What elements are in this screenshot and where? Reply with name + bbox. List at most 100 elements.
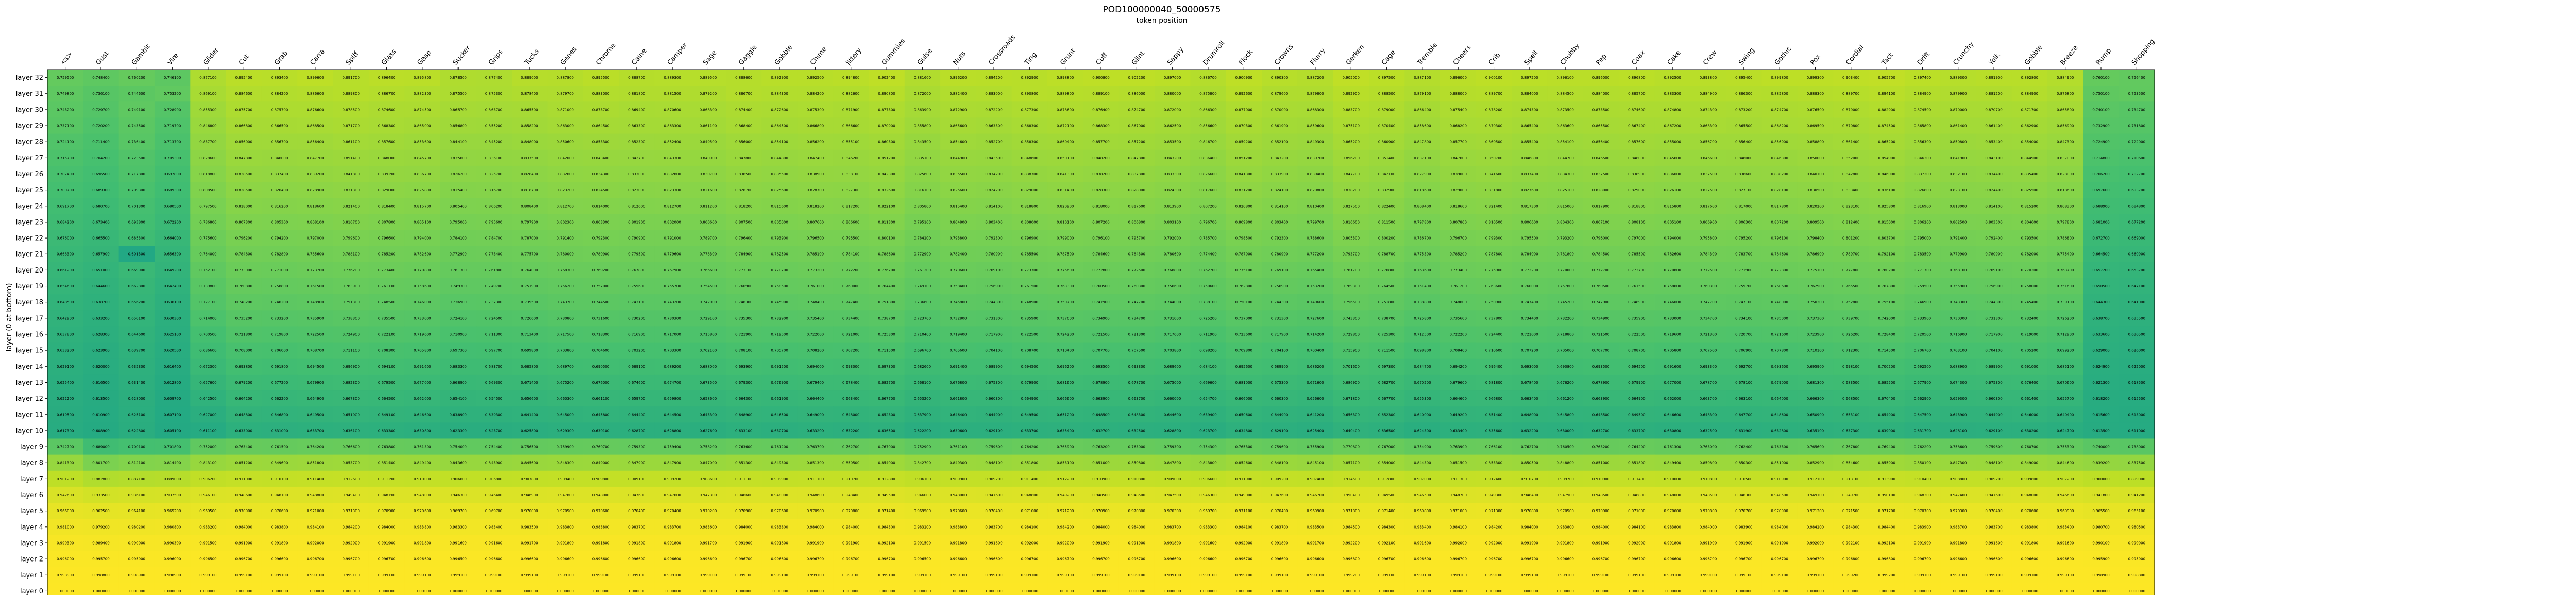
cell-value-label: 0.853500	[1164, 140, 1181, 144]
heatmap-cell	[1011, 70, 1048, 86]
heatmap-cell	[1011, 101, 1048, 118]
heatmap-cell	[1904, 86, 1941, 102]
cell-value-label: 0.807200	[1771, 220, 1788, 224]
cell-value-label: 0.632500	[1128, 429, 1145, 433]
cell-value-label: 0.999200	[1842, 573, 1859, 577]
cell-value-label: 0.644300	[2092, 300, 2109, 304]
cell-value-label: 0.991900	[1700, 541, 1717, 545]
heatmap-cell	[1690, 70, 1726, 86]
cell-value-label: 0.759600	[1271, 445, 1288, 449]
cell-value-label: 0.853400	[1985, 140, 2002, 144]
cell-value-label: 0.873500	[1556, 108, 1573, 112]
heatmap-cell	[940, 86, 976, 102]
cell-value-label: 0.909400	[556, 477, 573, 481]
heatmap-cell	[190, 117, 227, 134]
heatmap-cell	[1761, 101, 1798, 118]
cell-value-label: 0.715700	[57, 156, 74, 160]
cell-value-label: 0.773000	[235, 268, 252, 273]
cell-value-label: 0.735400	[807, 316, 824, 320]
cell-value-label: 0.786900	[1807, 252, 1824, 257]
cell-value-label: 0.850800	[1950, 140, 1967, 144]
cell-value-label: 0.912200	[1057, 477, 1074, 481]
cell-value-label: 0.909000	[1164, 477, 1181, 481]
cell-value-label: 0.844700	[1556, 156, 1573, 160]
cell-value-label: 0.948400	[842, 493, 859, 497]
cell-value-label: 0.851000	[1092, 461, 1109, 465]
cell-value-label: 0.970900	[1092, 509, 1109, 513]
cell-value-label: 0.611000	[2128, 429, 2145, 433]
cell-value-label: 0.834400	[1985, 172, 2002, 176]
cell-value-label: 0.647500	[1914, 413, 1931, 417]
heatmap-cell	[1904, 70, 1941, 86]
heatmap-cell	[690, 70, 726, 86]
cell-value-label: 0.696900	[343, 365, 360, 369]
cell-value-label: 0.767900	[664, 268, 681, 273]
cell-value-label: 0.991800	[1664, 541, 1681, 545]
cell-value-label: 0.638900	[449, 413, 466, 417]
cell-value-label: 0.971000	[307, 509, 324, 513]
heatmap-cell	[1512, 86, 1548, 102]
cell-value-label: 0.906100	[914, 477, 931, 481]
cell-value-label: 0.969800	[1414, 509, 1431, 513]
x-tick-label: Nuts	[952, 50, 968, 67]
cell-value-label: 1.000000	[1592, 589, 1609, 593]
cell-value-label: 0.714200	[1307, 333, 1324, 337]
cell-value-label: 0.805000	[771, 220, 788, 224]
cell-value-label: 0.701300	[128, 204, 145, 208]
cell-value-label: 0.623300	[449, 429, 466, 433]
cell-value-label: 0.825500	[2021, 188, 2038, 192]
cell-value-label: 0.719000	[2021, 333, 2038, 337]
cell-value-label: 0.721600	[1771, 333, 1788, 337]
cell-value-label: 0.756500	[1343, 300, 1360, 304]
heatmap-cell	[154, 101, 191, 118]
cell-value-label: 0.851500	[1450, 461, 1467, 465]
cell-value-label: 0.874500	[1914, 108, 1931, 112]
cell-value-label: 0.737300	[1807, 316, 1824, 320]
heatmap-cell	[1869, 101, 1905, 118]
cell-value-label: 0.845600	[521, 461, 538, 465]
cell-value-label: 0.970400	[985, 509, 1002, 513]
cell-value-label: 0.739100	[2057, 300, 2074, 304]
cell-value-label: 0.777800	[1842, 268, 1859, 273]
cell-value-label: 0.996600	[771, 557, 788, 562]
cell-value-label: 0.835400	[2021, 172, 2038, 176]
cell-value-label: 0.809500	[1807, 220, 1824, 224]
heatmap-cell	[1297, 70, 1334, 86]
x-tick-label: Cheers	[1452, 44, 1473, 67]
cell-value-label: 0.807300	[235, 220, 252, 224]
cell-value-label: 0.826600	[1199, 172, 1216, 176]
cell-value-label: 0.871000	[556, 108, 573, 112]
cell-value-label: 0.623700	[485, 429, 502, 433]
cell-value-label: 0.725800	[1414, 316, 1431, 320]
x-tick-label: Chrome	[595, 42, 617, 67]
cell-value-label: 0.668100	[914, 381, 931, 385]
cell-value-label: 0.999100	[485, 573, 502, 577]
x-tick-label: Grab	[273, 49, 290, 67]
cell-value-label: 0.947800	[556, 493, 573, 497]
cell-value-label: 0.969900	[1307, 509, 1324, 513]
heatmap-cell	[654, 70, 691, 86]
cell-value-label: 0.910900	[1592, 477, 1609, 481]
heatmap-cell	[1083, 86, 1120, 102]
cell-value-label: 0.817600	[1199, 188, 1216, 192]
cell-value-label: 0.867200	[1664, 124, 1681, 128]
cell-value-label: 0.823000	[628, 188, 645, 192]
cell-value-label: 0.727100	[199, 300, 216, 304]
cell-value-label: 0.785500	[1021, 252, 1038, 257]
heatmap-cell	[1440, 86, 1477, 102]
cell-value-label: 0.853300	[592, 140, 609, 144]
heatmap-cell	[2083, 101, 2120, 118]
cell-value-label: 0.828700	[807, 188, 824, 192]
cell-value-label: 0.949500	[1378, 493, 1395, 497]
cell-value-label: 0.999100	[1271, 573, 1288, 577]
cell-value-label: 0.823100	[1950, 188, 1967, 192]
cell-value-label: 0.737300	[485, 300, 502, 304]
cell-value-label: 0.817600	[1128, 204, 1145, 208]
cell-value-label: 0.763200	[1592, 445, 1609, 449]
cell-value-label: 0.745800	[950, 300, 967, 304]
cell-value-label: 0.706700	[1914, 349, 1931, 353]
x-tick-label: Pox	[1809, 53, 1822, 66]
cell-value-label: 0.693500	[1092, 365, 1109, 369]
cell-value-label: 0.781800	[1556, 252, 1573, 257]
cell-value-label: 0.854600	[1842, 461, 1859, 465]
